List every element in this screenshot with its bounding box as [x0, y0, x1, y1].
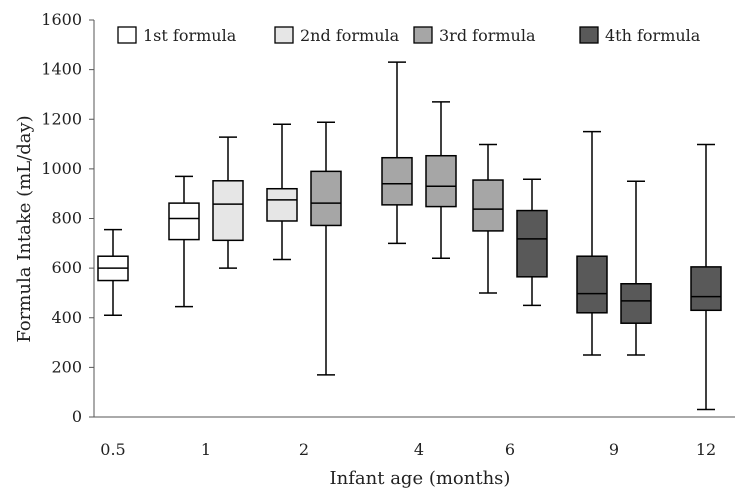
iqr-box: [576, 255, 608, 314]
legend: 1st formula 2nd formula 3rd formula 4th for…: [117, 26, 701, 45]
y-axis-title: Formula Intake (mL/day): [14, 115, 35, 342]
box-0.5-1: [97, 228, 129, 317]
x-tick-label: 4: [414, 440, 424, 459]
legend-item: 2nd formula: [274, 26, 400, 45]
x-axis-title: Infant age (months): [330, 468, 511, 489]
box-4-2: [425, 101, 457, 259]
y-tick-label: 1400: [41, 60, 82, 79]
x-tick-label: 1: [201, 440, 211, 459]
legend-label: 3rd formula: [439, 26, 536, 45]
legend-label: 1st formula: [143, 26, 237, 45]
y-tick-label: 400: [51, 308, 82, 327]
iqr-box: [212, 180, 244, 242]
iqr-box: [266, 187, 298, 222]
y-tick-label: 200: [51, 357, 82, 376]
box-12-1: [690, 143, 722, 411]
y-tick-label: 800: [51, 209, 82, 228]
y-tick-label: 0: [72, 407, 82, 426]
x-axis: 0.5 1 2 4 6 9 12: [94, 416, 735, 459]
legend-label: 4th formula: [605, 26, 701, 45]
box-1-1: [168, 175, 200, 308]
iqr-box: [472, 179, 504, 232]
boxes: [97, 61, 722, 411]
y-tick-label: 600: [51, 258, 82, 277]
legend-label: 2nd formula: [300, 26, 400, 45]
y-tick-label: 1200: [41, 109, 82, 128]
legend-item: 3rd formula: [413, 26, 536, 45]
box-9-2: [620, 180, 652, 356]
iqr-box: [168, 202, 200, 241]
box-2-1: [266, 123, 298, 261]
legend-swatch: [579, 26, 599, 44]
iqr-box: [425, 154, 457, 208]
y-tick-label: 1000: [41, 159, 82, 178]
box-6-1: [472, 143, 504, 294]
box-1-2: [212, 136, 244, 269]
y-axis: 0 200 400 600 800 1000 1200 1400 1600: [41, 10, 95, 426]
box-4-1: [381, 61, 413, 245]
box-2-2: [310, 121, 342, 376]
x-tick-label: 0.5: [100, 440, 125, 459]
x-tick-label: 9: [609, 440, 619, 459]
iqr-box: [381, 156, 413, 206]
box-6-2: [516, 178, 548, 307]
legend-item: 1st formula: [117, 26, 237, 45]
legend-swatch: [274, 26, 294, 44]
box-9-1: [576, 130, 608, 356]
x-tick-label: 6: [505, 440, 515, 459]
x-tick-label: 12: [696, 440, 716, 459]
x-tick-label: 2: [299, 440, 309, 459]
iqr-box: [690, 266, 722, 312]
legend-item: 4th formula: [579, 26, 701, 45]
y-tick-label: 1600: [41, 10, 82, 29]
legend-swatch: [413, 26, 433, 44]
legend-swatch: [117, 26, 137, 44]
iqr-box: [516, 209, 548, 278]
iqr-box: [310, 170, 342, 227]
iqr-box: [620, 283, 652, 324]
